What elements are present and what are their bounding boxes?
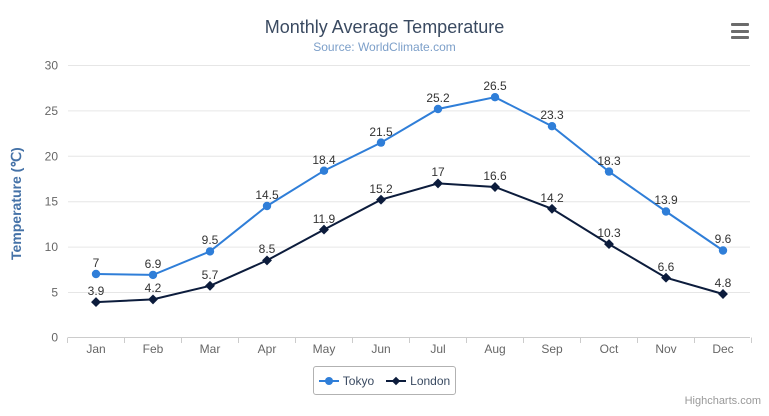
svg-text:18.4: 18.4 — [312, 153, 336, 167]
svg-text:Dec: Dec — [712, 342, 733, 356]
svg-text:10: 10 — [45, 240, 59, 254]
svg-text:Sep: Sep — [541, 342, 563, 356]
svg-text:23.3: 23.3 — [540, 108, 564, 122]
svg-text:4.8: 4.8 — [715, 276, 732, 290]
svg-text:14.2: 14.2 — [540, 191, 564, 205]
svg-text:15: 15 — [45, 195, 59, 209]
svg-text:5.7: 5.7 — [202, 268, 219, 282]
svg-text:25.2: 25.2 — [426, 91, 450, 105]
svg-text:25: 25 — [45, 104, 59, 118]
svg-text:Jun: Jun — [371, 342, 390, 356]
svg-text:18.3: 18.3 — [597, 154, 621, 168]
svg-text:30: 30 — [45, 59, 59, 73]
svg-text:6.6: 6.6 — [658, 260, 675, 274]
svg-text:20: 20 — [45, 149, 59, 163]
svg-text:Jul: Jul — [430, 342, 445, 356]
svg-text:10.3: 10.3 — [597, 226, 621, 240]
svg-text:0: 0 — [51, 331, 58, 345]
svg-text:8.5: 8.5 — [259, 242, 276, 256]
svg-text:13.9: 13.9 — [654, 193, 678, 207]
svg-text:Mar: Mar — [200, 342, 221, 356]
svg-text:3.9: 3.9 — [88, 284, 105, 298]
svg-text:Aug: Aug — [484, 342, 505, 356]
svg-text:9.6: 9.6 — [715, 232, 732, 246]
svg-text:4.2: 4.2 — [145, 281, 162, 295]
svg-text:Feb: Feb — [143, 342, 164, 356]
svg-text:Oct: Oct — [600, 342, 619, 356]
svg-text:5: 5 — [51, 286, 58, 300]
svg-text:Jan: Jan — [86, 342, 105, 356]
svg-text:14.5: 14.5 — [255, 188, 279, 202]
svg-text:9.5: 9.5 — [202, 233, 219, 247]
svg-text:Apr: Apr — [258, 342, 277, 356]
svg-text:6.9: 6.9 — [145, 257, 162, 271]
svg-text:Nov: Nov — [655, 342, 676, 356]
svg-text:11.9: 11.9 — [313, 212, 336, 226]
svg-text:15.2: 15.2 — [369, 182, 393, 196]
svg-text:7: 7 — [93, 256, 100, 270]
svg-text:26.5: 26.5 — [483, 79, 507, 93]
svg-text:21.5: 21.5 — [369, 125, 393, 139]
svg-text:17: 17 — [431, 165, 445, 179]
svg-text:May: May — [313, 342, 336, 356]
svg-text:16.6: 16.6 — [483, 169, 507, 183]
